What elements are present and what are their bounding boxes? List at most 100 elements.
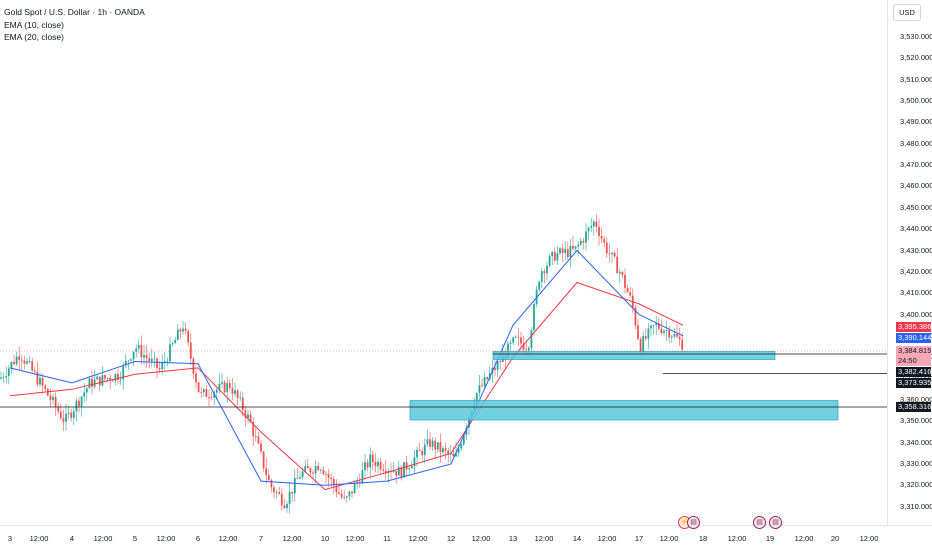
candle-body <box>499 361 502 363</box>
candle-body <box>137 344 140 349</box>
candle-body <box>413 457 416 467</box>
candle-body <box>78 400 80 407</box>
price-chart[interactable] <box>0 0 887 525</box>
candle-body <box>520 337 522 344</box>
candle-body <box>234 390 236 394</box>
time-tick-label: 12:00 <box>156 534 176 543</box>
time-tick-label: 12:00 <box>345 534 365 543</box>
candle-body <box>291 491 294 494</box>
candle-body <box>208 396 210 398</box>
candle-body <box>494 367 496 370</box>
candle-body <box>265 468 268 476</box>
time-axis[interactable]: 3 12:00 4 12:00 5 12:00 6 12:00 7 12:00 10 12:00 11 1… <box>0 525 932 551</box>
candle-body <box>62 418 65 422</box>
us-flag-icon[interactable]: ▤ <box>769 516 782 529</box>
candle-body <box>353 483 356 494</box>
candle-body <box>335 485 338 493</box>
candle-body <box>509 342 512 344</box>
price-label-red: 3,395.386 <box>896 322 932 332</box>
price-tick-label: 3,410.000 <box>900 288 932 298</box>
candle-body <box>109 378 112 381</box>
candle-body <box>171 343 174 345</box>
candle-body <box>522 343 525 350</box>
candle-body <box>254 436 257 437</box>
time-tick-label: 20 <box>830 534 840 543</box>
price-tick-label: 3,470.000 <box>900 160 932 170</box>
candle-body <box>613 252 616 257</box>
candle-body <box>169 344 171 362</box>
candle-body <box>26 361 28 364</box>
candle-body <box>314 465 317 474</box>
candle-body <box>553 251 556 261</box>
candle-body <box>273 487 275 493</box>
candle-body <box>325 474 327 475</box>
candle-body <box>652 324 655 326</box>
candle-body <box>75 400 78 412</box>
time-tick-label: 4 <box>69 534 75 543</box>
price-tick-label: 3,520.000 <box>900 53 932 63</box>
time-tick-label: 10 <box>320 534 330 543</box>
candle-body <box>468 416 470 428</box>
candle-body <box>332 479 335 486</box>
candle-body <box>668 330 671 338</box>
candle-body <box>158 368 161 369</box>
symbol-title[interactable]: Gold Spot / U.S. Dollar · 1h · OANDA <box>4 7 145 17</box>
candle-body <box>548 256 551 266</box>
ema20-legend[interactable]: EMA (20, close) <box>4 32 64 42</box>
candle-body <box>371 454 374 463</box>
candle-body <box>442 448 444 453</box>
candle-body <box>304 466 307 472</box>
price-tick-label: 3,330.000 <box>900 459 932 468</box>
candle-body <box>280 493 283 506</box>
candle-body <box>218 383 221 390</box>
candle-body <box>566 249 569 258</box>
currency-button[interactable]: USD <box>893 4 921 21</box>
support-zone-upper[interactable] <box>492 351 776 360</box>
candle-body <box>462 434 465 445</box>
time-tick-label: 11 <box>383 534 391 543</box>
candle-body <box>312 472 314 474</box>
candle-body <box>384 470 387 473</box>
candle-body <box>436 442 439 450</box>
ema10-legend[interactable]: EMA (10, close) <box>4 19 64 30</box>
candle-body <box>665 330 668 331</box>
candle-body <box>483 377 486 386</box>
candle-body <box>517 336 520 338</box>
candle-body <box>317 465 320 471</box>
candle-body <box>31 361 34 371</box>
time-tick-label: 12:00 <box>859 534 879 543</box>
candle-body <box>54 397 57 407</box>
price-axis[interactable]: 3,530.000 3,520.000 3,510.000 3,500.000 3,49… <box>887 0 932 525</box>
candle-body <box>356 481 359 484</box>
price-tick-label: 3,440.000 <box>900 224 932 234</box>
us-flag-icon[interactable]: ▤ <box>753 516 766 529</box>
price-tick-label: 3,310.000 <box>900 501 932 511</box>
candle-body <box>577 244 580 247</box>
price-tick-label: 3,530.000 <box>900 32 932 41</box>
candle-body <box>52 397 54 400</box>
candle-body <box>7 368 10 377</box>
time-tick-label: 5 <box>132 534 138 543</box>
candle-body <box>418 449 421 451</box>
candle-body <box>647 328 650 339</box>
candle-body <box>405 462 408 470</box>
time-tick-label: 17 <box>634 534 644 543</box>
support-zone-lower[interactable] <box>409 400 839 421</box>
candle-body <box>525 349 528 351</box>
candle-body <box>127 360 130 362</box>
price-tick-label: 3,320.000 <box>900 480 932 490</box>
candle-body <box>150 358 153 361</box>
time-tick-label: 13 <box>508 534 518 543</box>
candle-body <box>293 477 296 494</box>
candle-body <box>429 439 431 447</box>
candle-body <box>322 469 325 475</box>
candle-body <box>101 375 104 386</box>
us-flag-icon[interactable]: ▤ <box>687 516 700 529</box>
candle-body <box>637 325 639 340</box>
time-tick-label: 18 <box>698 534 708 543</box>
candle-body <box>410 466 413 469</box>
candle-body <box>67 412 70 414</box>
candle-body <box>457 448 460 453</box>
candle-body <box>223 382 226 393</box>
candle-body <box>416 449 418 458</box>
